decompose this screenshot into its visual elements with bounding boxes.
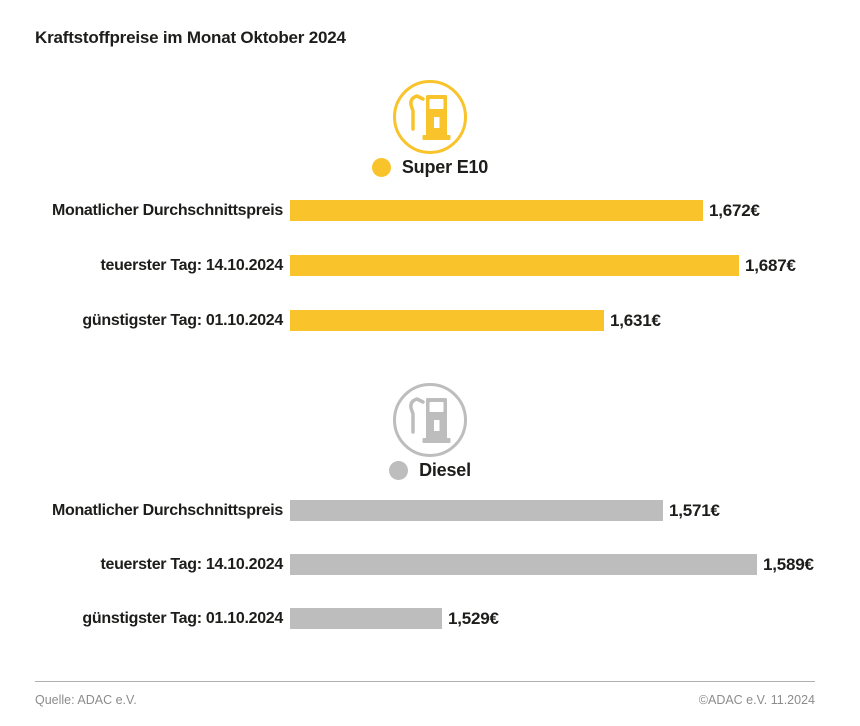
footer: Quelle: ADAC e.V. ©ADAC e.V. 11.2024 bbox=[35, 681, 815, 707]
legend-label: Super E10 bbox=[401, 157, 489, 177]
circle-dot-icon bbox=[371, 158, 391, 177]
legend-label: Diesel bbox=[419, 460, 471, 480]
bar-row: Monatlicher Durchschnittspreis 1,672€ bbox=[0, 200, 860, 221]
super-e10-section: Super E10 Monatlicher Durchschnittspreis… bbox=[0, 79, 860, 331]
value-label: 1,589€ bbox=[763, 554, 814, 574]
bar-row: teuerster Tag: 14.10.2024 1,589€ bbox=[0, 554, 860, 575]
super-e10-bars: Monatlicher Durchschnittspreis 1,672€ te… bbox=[0, 200, 860, 331]
source-credit: Quelle: ADAC e.V. bbox=[35, 693, 137, 707]
bar-row: Monatlicher Durchschnittspreis 1,571€ bbox=[0, 500, 860, 521]
category-label: Monatlicher Durchschnittspreis bbox=[51, 201, 283, 219]
value-label: 1,631€ bbox=[610, 310, 661, 330]
category-label: günstigster Tag: 01.10.2024 bbox=[82, 609, 283, 627]
diesel-icon-wrap bbox=[0, 382, 860, 458]
diesel-section: Diesel Monatlicher Durchschnittspreis 1,… bbox=[0, 382, 860, 629]
bar-row: günstigster Tag: 01.10.2024 1,529€ bbox=[0, 608, 860, 629]
value-label: 1,672€ bbox=[709, 200, 760, 220]
copyright-credit: ©ADAC e.V. 11.2024 bbox=[698, 693, 815, 707]
super-e10-legend: Super E10 bbox=[0, 157, 860, 178]
bar bbox=[290, 310, 604, 331]
page-title: Kraftstoffpreise im Monat Oktober 2024 bbox=[35, 28, 346, 47]
value-label: 1,687€ bbox=[745, 255, 796, 275]
divider bbox=[35, 681, 815, 682]
diesel-legend: Diesel bbox=[0, 460, 860, 481]
category-label: günstigster Tag: 01.10.2024 bbox=[82, 311, 283, 329]
category-label: teuerster Tag: 14.10.2024 bbox=[100, 256, 283, 274]
value-label: 1,529€ bbox=[448, 608, 499, 628]
category-label: teuerster Tag: 14.10.2024 bbox=[100, 555, 283, 573]
fuel-pump-icon bbox=[393, 383, 467, 457]
circle-dot-icon bbox=[389, 461, 409, 480]
value-label: 1,571€ bbox=[669, 500, 720, 520]
bar bbox=[290, 255, 739, 276]
bar-row: günstigster Tag: 01.10.2024 1,631€ bbox=[0, 310, 860, 331]
super-e10-icon-wrap bbox=[0, 79, 860, 155]
bar bbox=[290, 608, 442, 629]
bar bbox=[290, 200, 703, 221]
diesel-bars: Monatlicher Durchschnittspreis 1,571€ te… bbox=[0, 500, 860, 629]
bar bbox=[290, 554, 757, 575]
bar bbox=[290, 500, 663, 521]
category-label: Monatlicher Durchschnittspreis bbox=[51, 501, 283, 519]
fuel-pump-icon bbox=[393, 80, 467, 154]
bar-row: teuerster Tag: 14.10.2024 1,687€ bbox=[0, 255, 860, 276]
